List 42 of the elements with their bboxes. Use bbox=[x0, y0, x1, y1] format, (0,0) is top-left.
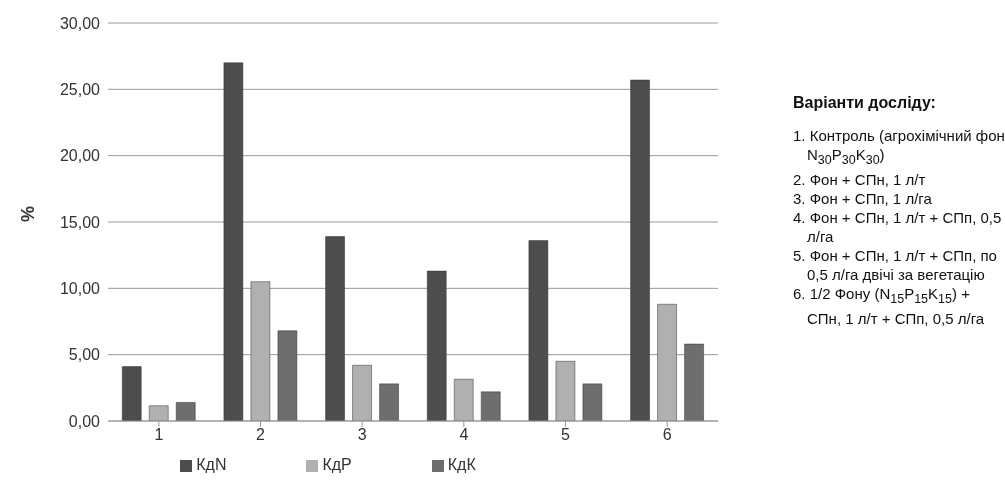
x-tick-label: 3 bbox=[357, 426, 367, 444]
y-tick-label: 15,00 bbox=[59, 213, 101, 231]
bar bbox=[250, 281, 271, 421]
legend-label: КдК bbox=[447, 456, 476, 473]
x-tick-label: 1 bbox=[154, 426, 164, 444]
y-tick-label: 25,00 bbox=[59, 81, 101, 99]
text: 4. Фон + СПн, 1 л/т + СПп, 0,5 л/га bbox=[793, 208, 1003, 246]
y-axis-title: % bbox=[18, 205, 39, 222]
text: 1. Контроль (агрохімічний фон N$_{30}$P$_{30}$K$_{30}$) bbox=[793, 126, 1005, 169]
text: 3. Фон + СПп, 1 л/га bbox=[793, 189, 933, 208]
text: 5. Фон + СПн, 1 л/т + СПп, по 0,5 л/га двічі за вегетацію bbox=[793, 246, 998, 284]
y-tick-label: 20,00 bbox=[59, 147, 101, 165]
bar bbox=[480, 391, 501, 421]
legend-label: КдN bbox=[196, 456, 227, 473]
x-tick-label: 2 bbox=[256, 426, 266, 444]
x-tick-label: 5 bbox=[561, 426, 571, 444]
bar bbox=[277, 330, 298, 421]
bar bbox=[379, 383, 399, 421]
y-tick-label: 30,00 bbox=[59, 14, 101, 32]
bar bbox=[426, 270, 447, 421]
bar bbox=[684, 343, 704, 421]
bar bbox=[121, 366, 142, 421]
legend-label: КдР bbox=[322, 456, 352, 473]
text: Варіанти досліду: bbox=[793, 93, 937, 112]
text: 6. 1/2 Фону (N$_{15}$P$_{15}$K$_{15}$) + СПн, 1 л/т + СПп, 0,5 л/га bbox=[793, 284, 986, 328]
x-tick-label: 6 bbox=[662, 426, 672, 444]
text: 2. Фон + СПн, 1 л/т bbox=[793, 170, 927, 189]
bar bbox=[657, 304, 677, 421]
bar bbox=[352, 365, 372, 421]
bar bbox=[175, 402, 196, 421]
y-tick-label: 5,00 bbox=[68, 346, 101, 364]
bar bbox=[325, 236, 345, 421]
bar bbox=[630, 79, 650, 421]
bar bbox=[528, 240, 549, 421]
y-tick-label: 10,00 bbox=[59, 280, 101, 298]
y-tick-label: 0,00 bbox=[68, 412, 101, 430]
bar bbox=[148, 405, 169, 421]
bar bbox=[582, 383, 603, 421]
x-tick-label: 4 bbox=[459, 426, 469, 444]
bar bbox=[555, 361, 576, 421]
bar bbox=[453, 378, 474, 421]
bar bbox=[223, 62, 244, 421]
